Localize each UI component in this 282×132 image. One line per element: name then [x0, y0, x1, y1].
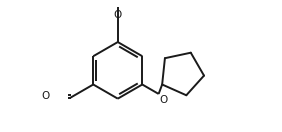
Text: O: O: [160, 95, 168, 105]
Text: O: O: [114, 10, 122, 20]
Text: O: O: [42, 91, 50, 101]
